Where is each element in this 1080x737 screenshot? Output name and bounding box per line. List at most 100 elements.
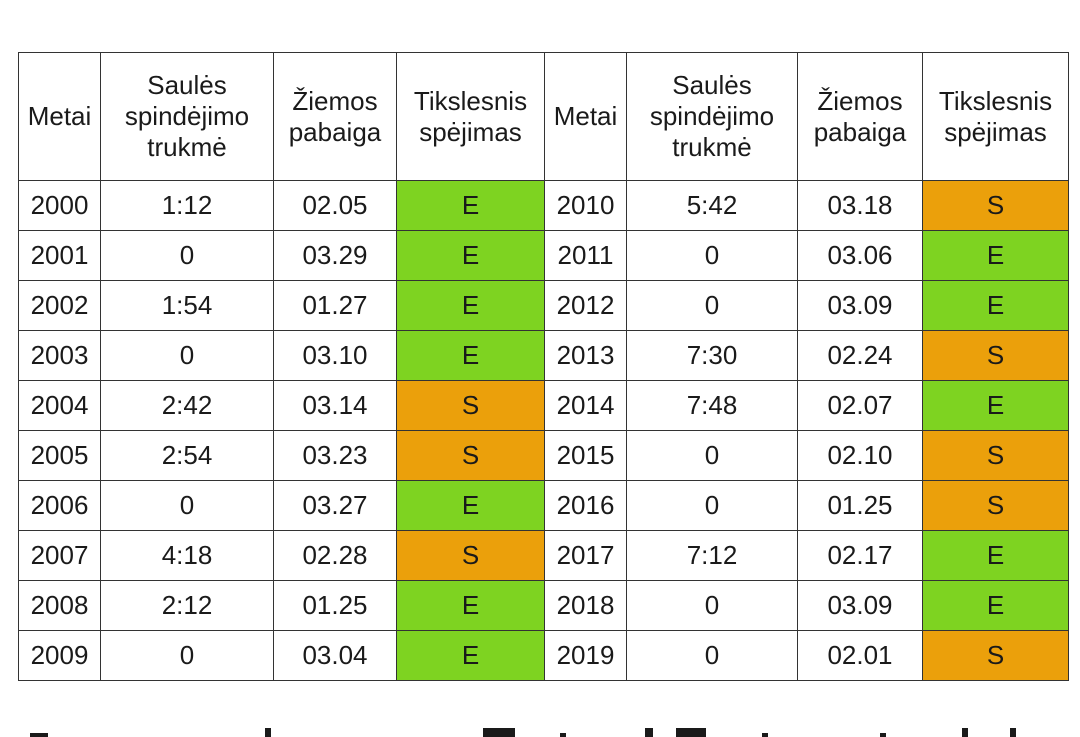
text-fragment bbox=[880, 733, 886, 737]
sunshine-duration-cell: 7:30 bbox=[626, 330, 798, 381]
year-cell: 2002 bbox=[18, 280, 101, 331]
header-winter-line-1: Žiemos bbox=[817, 85, 903, 116]
prediction-cell: E bbox=[396, 330, 545, 381]
winter-end-cell: 01.25 bbox=[797, 480, 923, 531]
header-prediction: Tikslesnis spėjimas bbox=[396, 52, 545, 181]
table-row: 2008 2:12 01.25 E 2018 0 03.09 E bbox=[18, 580, 1069, 631]
prediction-cell: E bbox=[922, 280, 1069, 331]
header-prediction-line-1: Tikslesnis bbox=[413, 85, 528, 116]
prediction-cell: E bbox=[922, 530, 1069, 581]
prediction-cell: E bbox=[922, 380, 1069, 431]
sunshine-duration-cell: 7:12 bbox=[626, 530, 798, 581]
header-year: Metai bbox=[18, 52, 101, 181]
header-sunshine-line-2: spindėjimo bbox=[124, 101, 250, 131]
winter-end-cell: 02.01 bbox=[797, 630, 923, 681]
year-cell: 2004 bbox=[18, 380, 101, 431]
prediction-cell: S bbox=[922, 480, 1069, 531]
year-cell: 2014 bbox=[544, 380, 627, 431]
table-body: 2000 1:12 02.05 E 2010 5:42 03.18 S 2001 0 03.29 E 2… bbox=[18, 180, 1069, 681]
winter-end-cell: 02.17 bbox=[797, 530, 923, 581]
table-row: 2001 0 03.29 E 2011 0 03.06 E bbox=[18, 230, 1069, 281]
sunshine-duration-cell: 0 bbox=[626, 480, 798, 531]
year-cell: 2011 bbox=[544, 230, 627, 281]
sunshine-duration-cell: 0 bbox=[100, 330, 274, 381]
header-prediction-line-1: Tikslesnis bbox=[938, 85, 1053, 116]
prediction-cell: E bbox=[396, 280, 545, 331]
text-fragment bbox=[30, 733, 48, 737]
header-row: Metai Saulės spindėjimo trukmė Žiemos pa… bbox=[18, 52, 1069, 181]
winter-end-cell: 03.29 bbox=[273, 230, 397, 281]
winter-end-cell: 02.07 bbox=[797, 380, 923, 431]
year-cell: 2007 bbox=[18, 530, 101, 581]
header-winter-end: Žiemos pabaiga bbox=[273, 52, 397, 181]
winter-end-cell: 03.06 bbox=[797, 230, 923, 281]
year-cell: 2000 bbox=[18, 180, 101, 231]
prediction-cell: E bbox=[396, 480, 545, 531]
sunshine-duration-cell: 0 bbox=[626, 230, 798, 281]
winter-end-cell: 03.04 bbox=[273, 630, 397, 681]
year-cell: 2010 bbox=[544, 180, 627, 231]
year-cell: 2005 bbox=[18, 430, 101, 481]
header-sunshine-duration: Saulės spindėjimo trukmė bbox=[626, 52, 798, 181]
sunshine-duration-cell: 0 bbox=[100, 230, 274, 281]
winter-end-cell: 03.10 bbox=[273, 330, 397, 381]
winter-end-cell: 02.28 bbox=[273, 530, 397, 581]
sunshine-duration-cell: 0 bbox=[626, 430, 798, 481]
sunshine-duration-cell: 7:48 bbox=[626, 380, 798, 431]
table-row: 2002 1:54 01.27 E 2012 0 03.09 E bbox=[18, 280, 1069, 331]
winter-end-cell: 03.18 bbox=[797, 180, 923, 231]
sunshine-table: Metai Saulės spindėjimo trukmė Žiemos pa… bbox=[18, 52, 1069, 681]
year-cell: 2003 bbox=[18, 330, 101, 381]
year-cell: 2016 bbox=[544, 480, 627, 531]
year-cell: 2009 bbox=[18, 630, 101, 681]
header-winter-line-2: pabaiga bbox=[813, 116, 907, 147]
prediction-cell: E bbox=[396, 180, 545, 231]
text-fragment bbox=[1010, 728, 1016, 737]
header-prediction-line-2: spėjimas bbox=[944, 116, 1047, 147]
sunshine-duration-cell: 2:42 bbox=[100, 380, 274, 431]
year-cell: 2013 bbox=[544, 330, 627, 381]
year-cell: 2006 bbox=[18, 480, 101, 531]
text-fragment bbox=[483, 728, 515, 737]
prediction-cell: S bbox=[922, 630, 1069, 681]
winter-end-cell: 02.24 bbox=[797, 330, 923, 381]
text-fragment bbox=[962, 728, 968, 737]
text-fragment bbox=[676, 728, 706, 737]
header-prediction: Tikslesnis spėjimas bbox=[922, 52, 1069, 181]
text-fragment bbox=[762, 733, 768, 737]
year-cell: 2017 bbox=[544, 530, 627, 581]
winter-end-cell: 01.27 bbox=[273, 280, 397, 331]
sunshine-duration-cell: 5:42 bbox=[626, 180, 798, 231]
sunshine-duration-cell: 0 bbox=[626, 580, 798, 631]
winter-end-cell: 01.25 bbox=[273, 580, 397, 631]
prediction-cell: E bbox=[922, 230, 1069, 281]
header-sunshine-line-3: trukmė bbox=[672, 132, 752, 162]
prediction-cell: E bbox=[396, 630, 545, 681]
year-cell: 2019 bbox=[544, 630, 627, 681]
header-year: Metai bbox=[544, 52, 627, 181]
text-fragment bbox=[265, 728, 271, 737]
year-cell: 2015 bbox=[544, 430, 627, 481]
sunshine-duration-cell: 0 bbox=[626, 630, 798, 681]
header-winter-line-2: pabaiga bbox=[288, 116, 382, 147]
header-sunshine-line-2: spindėjimo bbox=[649, 101, 775, 131]
sunshine-duration-cell: 4:18 bbox=[100, 530, 274, 581]
year-cell: 2012 bbox=[544, 280, 627, 331]
prediction-cell: S bbox=[922, 430, 1069, 481]
header-sunshine-line-1: Saulės bbox=[672, 70, 752, 100]
sunshine-duration-cell: 1:54 bbox=[100, 280, 274, 331]
sunshine-duration-cell: 0 bbox=[626, 280, 798, 331]
cut-off-text-line bbox=[0, 722, 1080, 737]
prediction-cell: S bbox=[396, 530, 545, 581]
year-cell: 2001 bbox=[18, 230, 101, 281]
text-fragment bbox=[560, 733, 566, 737]
prediction-cell: S bbox=[396, 380, 545, 431]
prediction-cell: S bbox=[396, 430, 545, 481]
prediction-cell: S bbox=[922, 330, 1069, 381]
text-fragment bbox=[645, 728, 653, 737]
winter-end-cell: 03.27 bbox=[273, 480, 397, 531]
header-sunshine-line-1: Saulės bbox=[147, 70, 227, 100]
winter-end-cell: 03.09 bbox=[797, 580, 923, 631]
sunshine-duration-cell: 2:12 bbox=[100, 580, 274, 631]
year-cell: 2018 bbox=[544, 580, 627, 631]
